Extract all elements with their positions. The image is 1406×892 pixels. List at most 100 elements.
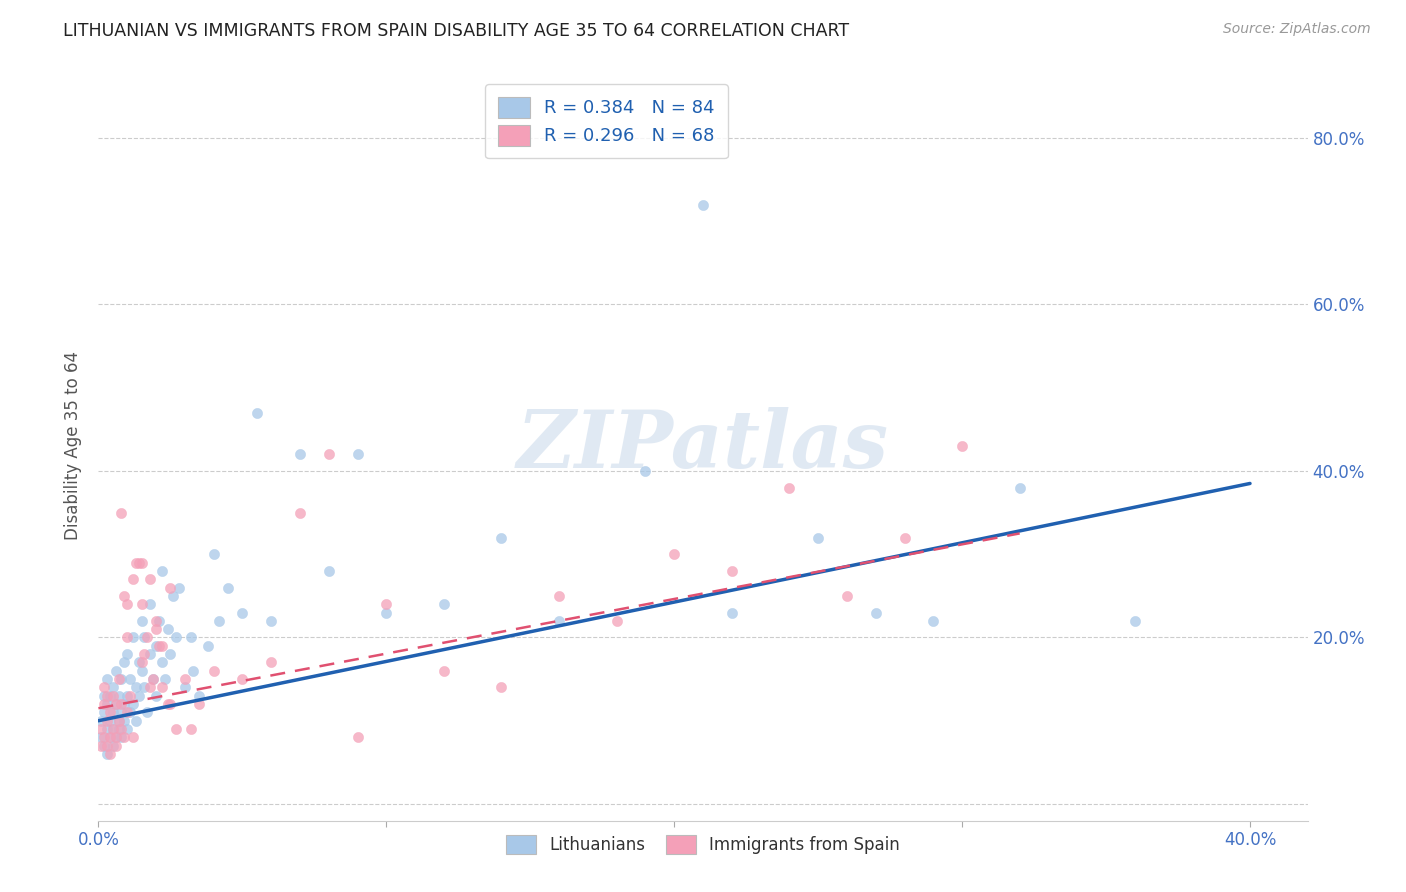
Point: [180, 722, 202, 736]
Point: [165, 722, 187, 736]
Legend: Lithuanians, Immigrants from Spain: Lithuanians, Immigrants from Spain: [499, 829, 907, 861]
Point: [139, 681, 162, 695]
Point: [664, 547, 686, 561]
Point: [162, 589, 184, 603]
Point: [107, 714, 129, 728]
Point: [131, 614, 153, 628]
Point: [93, 697, 115, 711]
Point: [115, 597, 138, 611]
Point: [173, 672, 195, 686]
Point: [134, 631, 156, 645]
Point: [96, 714, 118, 728]
Point: [122, 572, 145, 586]
Point: [318, 564, 340, 578]
Point: [115, 706, 138, 720]
Point: [110, 731, 132, 745]
Point: [90, 714, 112, 728]
Point: [260, 656, 283, 670]
Point: [104, 731, 127, 745]
Point: [112, 697, 135, 711]
Point: [139, 597, 162, 611]
Point: [150, 656, 173, 670]
Point: [98, 689, 121, 703]
Point: [115, 647, 138, 661]
Point: [142, 672, 165, 686]
Point: [104, 697, 127, 711]
Point: [131, 656, 153, 670]
Point: [110, 672, 132, 686]
Point: [150, 564, 173, 578]
Point: [288, 447, 311, 461]
Point: [120, 706, 142, 720]
Point: [104, 697, 127, 711]
Point: [96, 672, 118, 686]
Point: [159, 581, 181, 595]
Point: [197, 639, 219, 653]
Point: [122, 697, 145, 711]
Point: [231, 606, 253, 620]
Point: [90, 739, 112, 753]
Point: [173, 681, 195, 695]
Point: [156, 622, 179, 636]
Point: [112, 656, 135, 670]
Point: [104, 731, 127, 745]
Point: [131, 556, 153, 570]
Point: [101, 722, 124, 736]
Point: [180, 631, 202, 645]
Point: [125, 556, 148, 570]
Point: [104, 739, 127, 753]
Point: [110, 506, 132, 520]
Point: [153, 672, 176, 686]
Point: [375, 597, 398, 611]
Point: [865, 606, 887, 620]
Point: [112, 731, 135, 745]
Point: [288, 506, 311, 520]
Point: [98, 706, 121, 720]
Point: [98, 747, 121, 761]
Point: [139, 572, 162, 586]
Point: [98, 731, 121, 745]
Point: [893, 531, 915, 545]
Point: [115, 722, 138, 736]
Point: [93, 739, 115, 753]
Point: [120, 689, 142, 703]
Point: [115, 689, 138, 703]
Point: [128, 656, 150, 670]
Point: [136, 631, 159, 645]
Point: [120, 672, 142, 686]
Point: [165, 631, 187, 645]
Point: [183, 664, 205, 678]
Point: [202, 664, 225, 678]
Point: [433, 597, 456, 611]
Point: [125, 714, 148, 728]
Point: [148, 639, 170, 653]
Point: [188, 697, 211, 711]
Point: [145, 622, 167, 636]
Point: [145, 639, 167, 653]
Point: [101, 706, 124, 720]
Point: [101, 689, 124, 703]
Text: ZIPatlas: ZIPatlas: [517, 408, 889, 484]
Point: [134, 681, 156, 695]
Point: [188, 689, 211, 703]
Point: [634, 464, 657, 478]
Point: [104, 664, 127, 678]
Y-axis label: Disability Age 35 to 64: Disability Age 35 to 64: [65, 351, 83, 541]
Point: [167, 581, 190, 595]
Point: [148, 614, 170, 628]
Point: [122, 631, 145, 645]
Point: [131, 597, 153, 611]
Point: [231, 672, 253, 686]
Point: [96, 689, 118, 703]
Text: Source: ZipAtlas.com: Source: ZipAtlas.com: [1223, 22, 1371, 37]
Point: [156, 697, 179, 711]
Point: [246, 406, 269, 420]
Point: [134, 647, 156, 661]
Point: [720, 564, 742, 578]
Point: [125, 681, 148, 695]
Point: [93, 689, 115, 703]
Point: [98, 731, 121, 745]
Point: [93, 731, 115, 745]
Point: [692, 197, 714, 211]
Point: [112, 589, 135, 603]
